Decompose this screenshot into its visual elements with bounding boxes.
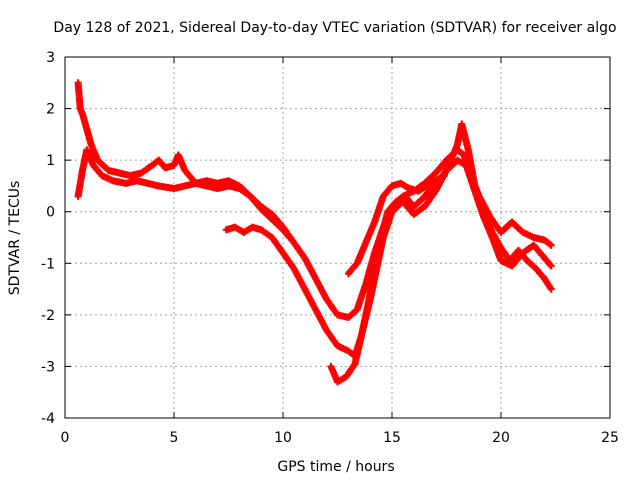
x-tick-label: 5 bbox=[170, 430, 179, 446]
y-tick-label: 0 bbox=[46, 205, 55, 221]
y-tick-label: 2 bbox=[46, 102, 55, 118]
plot-frame bbox=[64, 56, 611, 419]
data-point-marker bbox=[440, 172, 448, 180]
y-tick-label: -4 bbox=[41, 411, 55, 427]
axis-ticks bbox=[64, 56, 611, 419]
data-point-marker bbox=[547, 241, 555, 249]
data-markers bbox=[74, 79, 555, 386]
y-tick-label: -2 bbox=[41, 308, 55, 324]
y-tick-labels: -4 -3 -2 -1 0 1 2 3 bbox=[41, 50, 55, 427]
y-tick-label: -1 bbox=[41, 256, 55, 272]
x-axis-label: GPS time / hours bbox=[277, 459, 394, 475]
x-tick-label: 15 bbox=[383, 430, 401, 446]
data-point-marker bbox=[286, 234, 294, 241]
x-tick-label: 25 bbox=[601, 430, 619, 446]
x-tick-label: 10 bbox=[274, 430, 292, 446]
x-tick-label: 20 bbox=[492, 430, 510, 446]
x-tick-labels: 0 5 10 15 20 25 bbox=[61, 430, 619, 446]
y-tick-label: 1 bbox=[46, 153, 55, 169]
chart-title: Day 128 of 2021, Sidereal Day-to-day VTE… bbox=[53, 20, 616, 36]
y-tick-label: 3 bbox=[46, 50, 55, 66]
data-point-marker bbox=[547, 262, 555, 270]
x-tick-label: 0 bbox=[61, 430, 70, 446]
data-point-marker bbox=[547, 285, 555, 293]
y-tick-label: -3 bbox=[41, 359, 55, 375]
y-axis-label: SDTVAR / TECUs bbox=[7, 181, 23, 296]
